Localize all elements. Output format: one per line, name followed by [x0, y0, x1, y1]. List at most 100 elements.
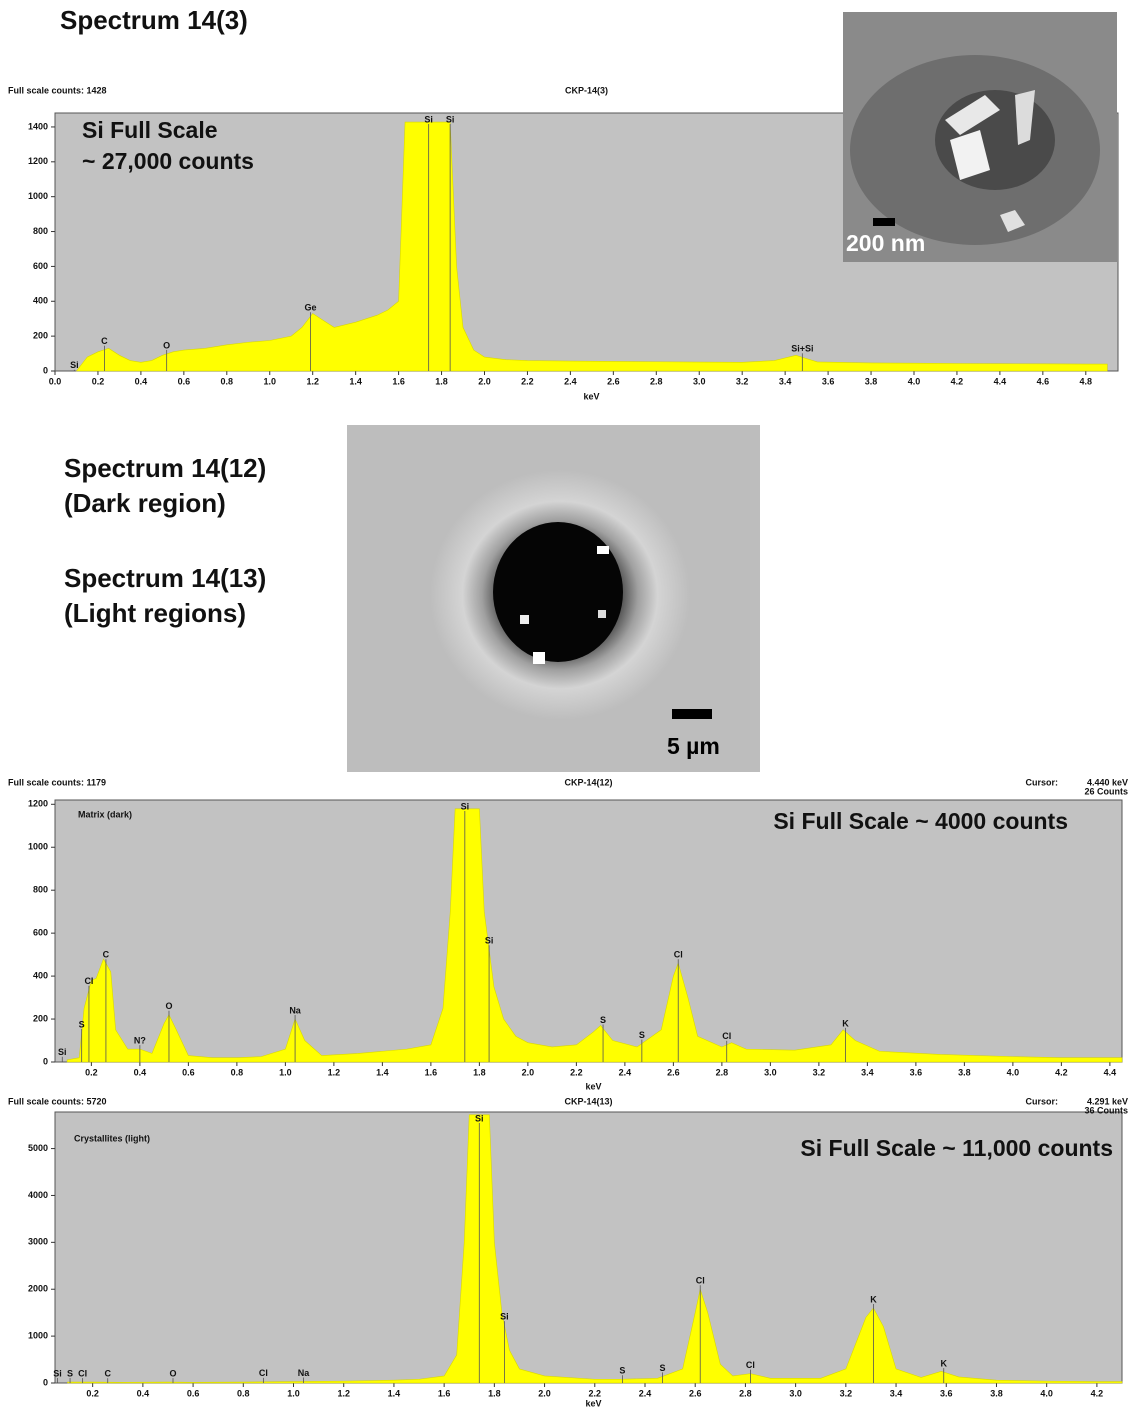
y-tick-label: 0 [43, 1056, 48, 1066]
peak-label: K [870, 1294, 877, 1304]
y-tick-label: 4000 [28, 1190, 48, 1200]
peak-label: K [940, 1358, 947, 1368]
x-tick-label: 1.8 [488, 1388, 501, 1398]
x-tick-label: 2.4 [619, 1067, 632, 1077]
x-tick-label: 3.6 [910, 1067, 923, 1077]
x-tick-label: 2.2 [521, 376, 534, 386]
x-tick-label: 3.8 [958, 1067, 971, 1077]
peak-label: Na [298, 1368, 310, 1378]
chart-title: CKP-14(3) [565, 85, 608, 95]
peak-label: O [163, 340, 170, 350]
peak-label: S [67, 1368, 73, 1378]
x-tick-label: 0.8 [237, 1388, 250, 1398]
x-tick-label: 2.8 [716, 1067, 729, 1077]
x-tick-label: 0.4 [134, 1067, 147, 1077]
y-tick-label: 1200 [28, 156, 48, 166]
peak-label: Si [500, 1312, 509, 1322]
x-tick-label: 3.2 [736, 376, 749, 386]
y-tick-label: 200 [33, 1013, 48, 1023]
peak-label: Si [53, 1368, 62, 1378]
x-tick-label: 4.6 [1037, 376, 1050, 386]
peak-label: Cl [674, 950, 683, 960]
x-tick-label: 1.2 [328, 1067, 341, 1077]
chart-title: CKP-14(13) [564, 1096, 612, 1106]
peak-label: Cl [78, 1368, 87, 1378]
peak-label: S [660, 1363, 666, 1373]
x-tick-label: 2.6 [689, 1388, 702, 1398]
x-tick-label: 0.4 [135, 376, 148, 386]
x-tick-label: 0.2 [85, 1067, 98, 1077]
peak-label: S [619, 1366, 625, 1376]
cursor-readout: Cursor: [1025, 777, 1058, 787]
x-tick-label: 2.0 [522, 1067, 535, 1077]
plot-area [54, 1111, 1123, 1384]
x-tick-label: 3.4 [861, 1067, 874, 1077]
x-tick-label: 2.2 [570, 1067, 583, 1077]
heading: (Light regions) [64, 598, 246, 628]
x-tick-label: 0.8 [221, 376, 234, 386]
heading: Spectrum 14(3) [60, 5, 248, 35]
peak-label: Si [70, 360, 79, 370]
x-axis-label: keV [585, 1398, 601, 1408]
peak-label: Si [446, 114, 455, 124]
x-tick-label: 0.2 [92, 376, 105, 386]
x-tick-label: 2.0 [538, 1388, 551, 1398]
y-tick-label: 800 [33, 885, 48, 895]
peak-label: S [79, 1019, 85, 1029]
x-tick-label: 1.4 [376, 1067, 389, 1077]
peak-label: N? [134, 1035, 146, 1045]
y-tick-label: 200 [33, 331, 48, 341]
x-tick-label: 4.8 [1080, 376, 1093, 386]
x-tick-label: 4.4 [1104, 1067, 1117, 1077]
x-tick-label: 1.8 [473, 1067, 486, 1077]
scale-bar-label: 200 nm [846, 230, 925, 256]
sem-image-1 [843, 12, 1117, 262]
x-tick-label: 3.2 [840, 1388, 853, 1398]
peak-label: Na [289, 1005, 301, 1015]
cursor-readout: 26 Counts [1084, 786, 1128, 796]
peak-label: Si [485, 936, 494, 946]
x-tick-label: 3.4 [890, 1388, 903, 1398]
x-tick-label: 4.0 [908, 376, 921, 386]
header-left: Full scale counts: 1179 [8, 777, 106, 787]
heading: (Dark region) [64, 488, 226, 518]
peak-label: C [101, 336, 108, 346]
y-tick-label: 400 [33, 970, 48, 980]
x-tick-label: 3.4 [779, 376, 792, 386]
x-tick-label: 1.6 [438, 1388, 451, 1398]
text-layer: Si Full Scale ~ 27,000 counts Spectrum 14(… [60, 5, 1113, 1161]
x-tick-label: 4.0 [1040, 1388, 1053, 1398]
x-tick-label: 3.8 [990, 1388, 1003, 1398]
y-tick-label: 400 [33, 296, 48, 306]
x-tick-label: 1.2 [337, 1388, 350, 1398]
x-tick-label: 1.2 [306, 376, 319, 386]
cursor-readout: 4.440 keV [1087, 777, 1128, 787]
cursor-readout: 36 Counts [1084, 1105, 1128, 1115]
y-tick-label: 600 [33, 261, 48, 271]
peak-label: Ge [305, 303, 317, 313]
y-tick-label: 1000 [28, 191, 48, 201]
scale-note: Si Full Scale [82, 117, 218, 143]
peak-label: S [639, 1030, 645, 1040]
peak-label: O [169, 1368, 176, 1378]
peak-label: Cl [722, 1031, 731, 1041]
peak-label: Si [58, 1047, 67, 1057]
scale-note: Si Full Scale ~ 4000 counts [773, 808, 1068, 834]
x-tick-label: 2.4 [639, 1388, 652, 1398]
x-tick-label: 3.8 [865, 376, 878, 386]
x-tick-label: 1.0 [263, 376, 276, 386]
y-tick-label: 0 [43, 365, 48, 375]
plot-area [54, 799, 1123, 1063]
x-tick-label: 1.0 [279, 1067, 292, 1077]
x-tick-label: 1.4 [349, 376, 362, 386]
x-tick-label: 2.0 [478, 376, 491, 386]
x-tick-label: 1.4 [388, 1388, 401, 1398]
x-tick-label: 2.8 [650, 376, 663, 386]
x-tick-label: 0.2 [86, 1388, 99, 1398]
cursor-readout: Cursor: [1025, 1096, 1058, 1106]
y-tick-label: 0 [43, 1377, 48, 1387]
y-tick-label: 1000 [28, 842, 48, 852]
x-tick-label: 0.6 [178, 376, 191, 386]
scale-bar-label: 5 µm [667, 733, 720, 759]
x-tick-label: 2.2 [589, 1388, 602, 1398]
